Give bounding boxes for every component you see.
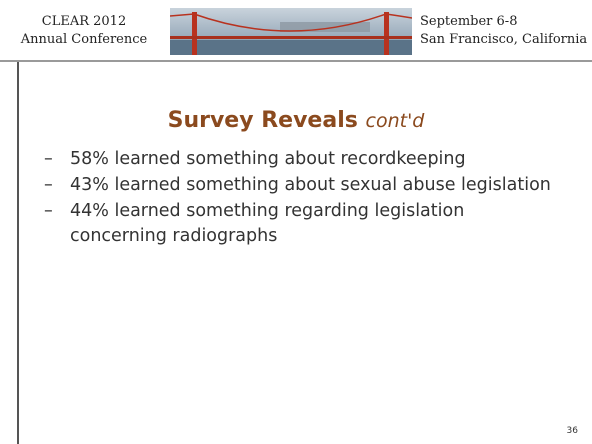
bullet-marker: – <box>44 147 53 172</box>
header-line: September 6-8 <box>420 13 587 31</box>
slide: CLEAR 2012 Annual Conference September 6… <box>0 0 592 444</box>
title-suffix: cont'd <box>366 110 425 132</box>
bullet-text: 44% learned something regarding legislat… <box>70 201 464 246</box>
header-line: CLEAR 2012 <box>0 13 168 31</box>
header: CLEAR 2012 Annual Conference September 6… <box>0 0 592 62</box>
bullet-list: –58% learned something about recordkeepi… <box>44 147 564 250</box>
bullet-item: –43% learned something about sexual abus… <box>44 173 564 198</box>
header-image <box>170 8 412 55</box>
header-line: Annual Conference <box>0 31 168 49</box>
bullet-marker: – <box>44 199 53 224</box>
bullet-text: 58% learned something about recordkeepin… <box>70 149 466 169</box>
bullet-text: 43% learned something about sexual abuse… <box>70 175 551 195</box>
bullet-item: –58% learned something about recordkeepi… <box>44 147 564 172</box>
bullet-marker: – <box>44 173 53 198</box>
bullet-item: –44% learned something regarding legisla… <box>44 199 564 249</box>
title-text: Survey Reveals <box>168 108 358 133</box>
slide-title: Survey Reveals cont'd <box>0 108 592 133</box>
header-right: September 6-8 San Francisco, California <box>420 13 587 49</box>
header-left: CLEAR 2012 Annual Conference <box>0 13 168 49</box>
page-number: 36 <box>567 426 578 436</box>
header-line: San Francisco, California <box>420 31 587 49</box>
